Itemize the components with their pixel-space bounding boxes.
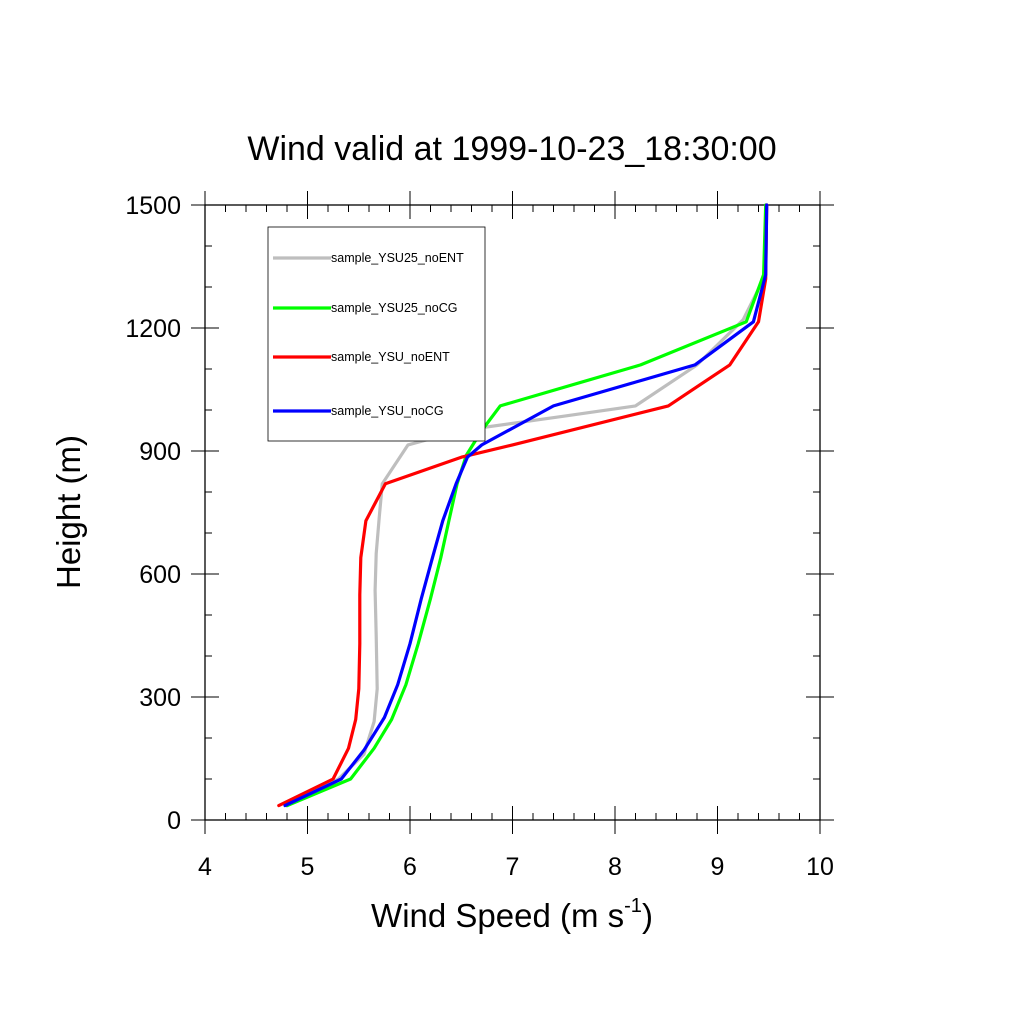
- plot-area: 4 5 6 7 8 9 10 0 300 600 900 1200 1500: [125, 191, 834, 881]
- x-axis-label-end: ): [642, 897, 653, 934]
- x-tick-label: 7: [506, 853, 520, 881]
- x-tick-label: 9: [711, 853, 725, 881]
- y-tick-label: 1500: [125, 192, 181, 220]
- legend-label: sample_YSU25_noCG: [331, 301, 457, 315]
- data-series: [277, 203, 769, 808]
- legend-label: sample_YSU25_noENT: [331, 251, 464, 265]
- y-tick-label: 900: [139, 438, 181, 466]
- series-line-sample_YSU_noCG: [283, 203, 769, 808]
- x-tick-labels: 4 5 6 7 8 9 10: [198, 853, 834, 881]
- legend-label: sample_YSU_noCG: [331, 404, 444, 418]
- legend-label: sample_YSU_noENT: [331, 350, 450, 364]
- x-axis-label: Wind Speed (m s-1): [371, 895, 653, 934]
- y-axis-label: Height (m): [50, 435, 87, 589]
- y-tick-labels: 0 300 600 900 1200 1500: [125, 192, 181, 835]
- chart-title: Wind valid at 1999-10-23_18:30:00: [247, 130, 776, 168]
- x-tick-label: 5: [301, 853, 315, 881]
- y-tick-label: 300: [139, 684, 181, 712]
- x-axis-label-main: Wind Speed (m s: [371, 897, 624, 934]
- legend: sample_YSU25_noENT sample_YSU25_noCGsampl…: [267, 226, 486, 442]
- legend-box: [267, 226, 486, 442]
- axis-ticks: [191, 191, 834, 834]
- x-tick-label: 4: [198, 853, 212, 881]
- x-axis-label-superscript: -1: [624, 895, 642, 917]
- y-tick-label: 600: [139, 561, 181, 589]
- series-line-sample_YSU25_noCG: [285, 203, 768, 808]
- x-tick-label: 8: [608, 853, 622, 881]
- x-tick-label: 10: [806, 853, 834, 881]
- legend-items: sample_YSU25_noENT sample_YSU25_noCGsampl…: [273, 251, 464, 418]
- y-tick-label: 0: [167, 807, 181, 835]
- x-tick-label: 6: [403, 853, 417, 881]
- y-tick-label: 1200: [125, 315, 181, 343]
- series-line-sample_YSU_noENT: [277, 203, 769, 808]
